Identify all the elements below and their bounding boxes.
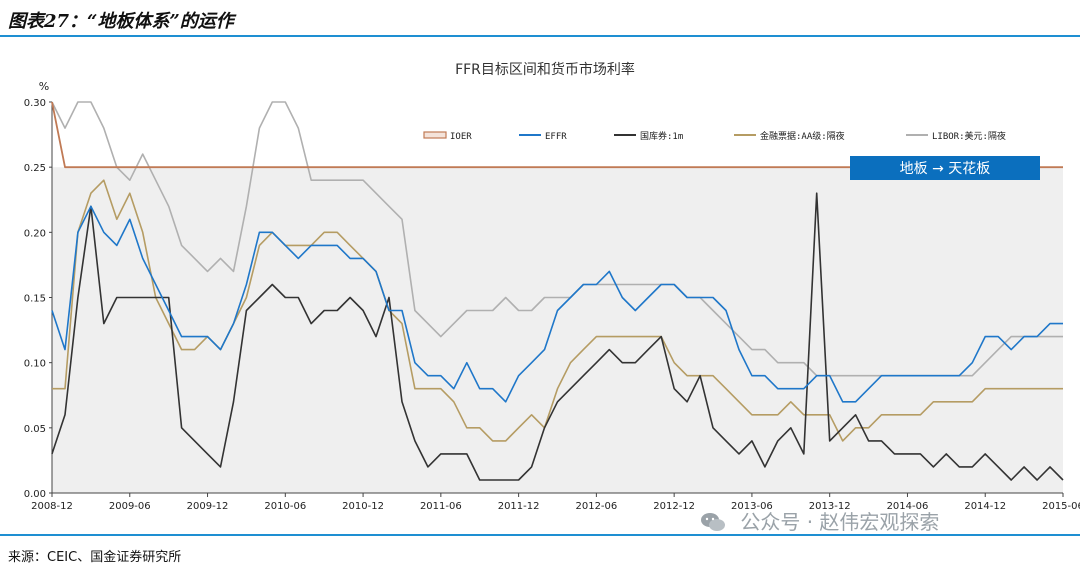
y-tick-label: 0.15 <box>24 294 46 305</box>
wechat-icon <box>701 513 725 531</box>
y-tick-label: 0.05 <box>24 424 46 435</box>
legend-label: LIBOR:美元:隔夜 <box>932 130 1006 142</box>
annotation-background <box>850 156 1040 180</box>
y-tick-label: 0.20 <box>24 228 46 239</box>
legend-label: 国库券:1m <box>640 130 683 142</box>
chart-title-group: FFR目标区间和货币市场利率 <box>455 61 635 78</box>
source-note: 来源：CEIC、国金证券研究所 <box>8 550 182 565</box>
shaded-band <box>52 167 1063 493</box>
x-tick-label: 2010-12 <box>342 501 384 512</box>
x-tick-label: 2014-06 <box>887 501 929 512</box>
x-tick-label: 2011-06 <box>420 501 462 512</box>
chart-title: FFR目标区间和货币市场利率 <box>455 61 635 78</box>
y-tick-label: 0.10 <box>24 359 46 370</box>
y-tick-label: 0.00 <box>24 489 46 500</box>
header-bar: 图表27：“地板体系”的运作 <box>0 0 1080 37</box>
watermark-text: 公众号 · 赵伟宏观探索 <box>740 510 940 534</box>
y-tick-label: 0.30 <box>24 98 46 109</box>
legend-label: 金融票据:AA级:隔夜 <box>760 130 845 142</box>
chart: FFR目标区间和货币市场利率 % 0.30 0.25 0.20 0.15 0.10 0.0… <box>24 61 1080 512</box>
y-axis-unit: % <box>39 80 49 93</box>
legend-swatch <box>423 131 447 139</box>
figure-caption: 图表27：“地板体系”的运作 <box>8 11 234 32</box>
x-tick-label: 2012-06 <box>575 501 617 512</box>
annotation-box: 地板 → 天花板 <box>850 156 1040 180</box>
legend: IOER EFFR 国库券:1m 金融票据:AA级:隔夜 LIBOR:美元:隔夜 <box>423 130 1006 142</box>
x-tick-label: 2013-12 <box>809 501 851 512</box>
y-tick-label: 0.25 <box>24 163 46 174</box>
x-tick-label: 2013-06 <box>731 501 773 512</box>
legend-label: IOER <box>450 132 472 142</box>
x-tick-label: 2008-12 <box>31 501 73 512</box>
x-tick-label: 2009-06 <box>109 501 151 512</box>
watermark: 公众号 · 赵伟宏观探索 <box>700 506 939 535</box>
series-line-2 <box>51 192 1064 481</box>
footer-divider <box>0 534 1080 536</box>
series-line-1 <box>51 205 1063 403</box>
annotation-label: 地板 → 天花板 <box>900 161 991 177</box>
legend-label: EFFR <box>545 132 567 142</box>
x-tick-label: 2014-12 <box>964 501 1006 512</box>
x-tick-label: 2009-12 <box>187 501 229 512</box>
x-tick-label: 2012-12 <box>653 501 695 512</box>
x-tick-label: 2011-12 <box>498 501 540 512</box>
x-tick-label: 2010-06 <box>264 501 306 512</box>
x-tick-label: 2015-06 <box>1042 501 1080 512</box>
